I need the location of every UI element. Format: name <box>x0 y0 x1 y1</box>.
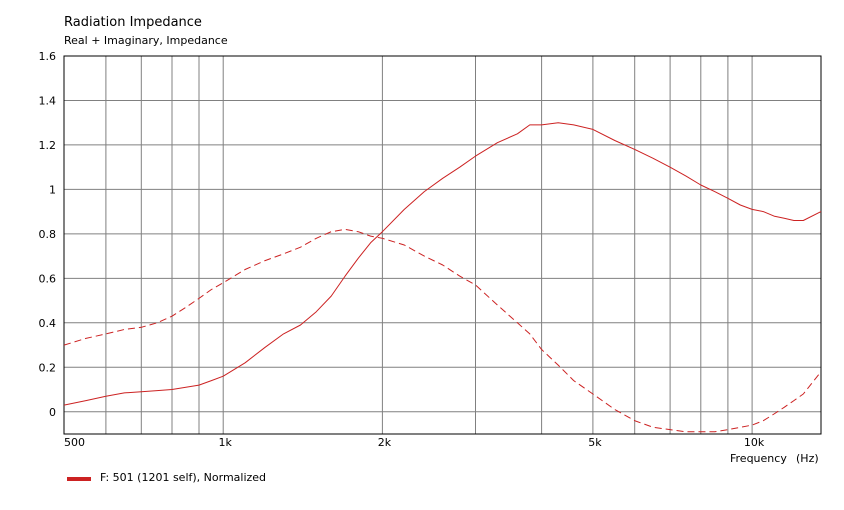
y-tick-label: 0.8 <box>39 228 57 241</box>
x-tick-label: 5k <box>588 436 602 449</box>
series-layer <box>63 122 822 433</box>
series-imaginary-line <box>63 228 822 433</box>
x-axis-tick-labels: 500 1k 2k 5k 10k <box>64 436 765 449</box>
y-tick-label: 0.2 <box>39 361 57 374</box>
x-axis-label: Frequency <box>730 452 787 465</box>
x-tick-label: 500 <box>64 436 85 449</box>
y-tick-label: 1 <box>49 183 56 196</box>
y-tick-label: 1.6 <box>39 50 57 63</box>
y-tick-label: 0.4 <box>39 317 57 330</box>
x-tick-label: 2k <box>378 436 392 449</box>
y-tick-label: 1.2 <box>39 139 57 152</box>
legend-label: F: 501 (1201 self), Normalized <box>100 471 266 484</box>
chart-subtitle: Real + Imaginary, Impedance <box>64 34 228 47</box>
x-axis-unit: (Hz) <box>796 452 819 465</box>
legend: F: 501 (1201 self), Normalized <box>67 471 266 484</box>
y-tick-label: 0.6 <box>39 272 57 285</box>
series-real-line <box>63 122 822 406</box>
x-tick-label: 1k <box>219 436 233 449</box>
x-tick-label: 10k <box>744 436 765 449</box>
y-axis-tick-labels: 1.6 1.4 1.2 1 0.8 0.6 0.4 0.2 0 <box>39 50 57 419</box>
vertical-gridlines <box>105 56 753 434</box>
horizontal-gridlines <box>64 55 821 413</box>
plot-frame <box>63 55 822 435</box>
chart-title: Radiation Impedance <box>64 15 202 30</box>
y-tick-label: 1.4 <box>39 95 57 108</box>
y-tick-label: 0 <box>49 406 56 419</box>
